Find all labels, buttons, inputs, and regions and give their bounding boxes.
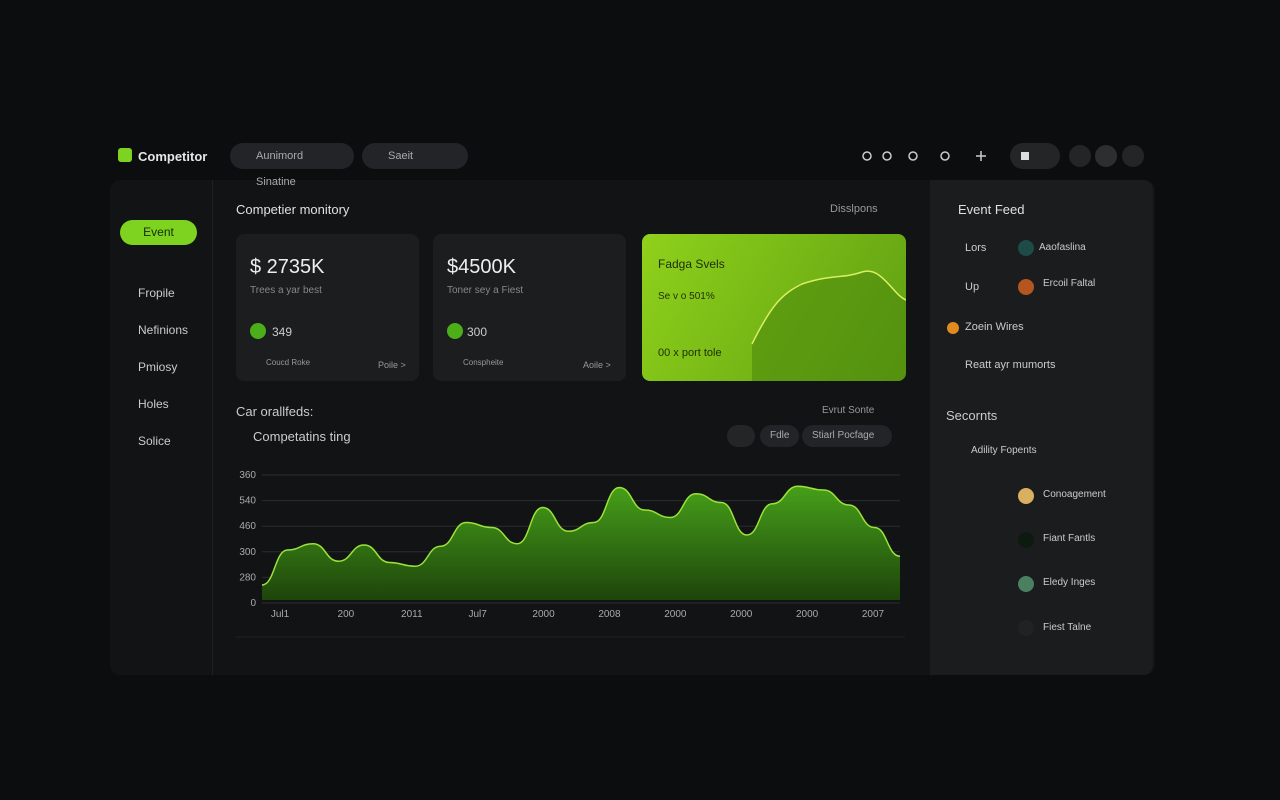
feed-row: Reatt ayr mumorts bbox=[965, 359, 1056, 371]
nav-item[interactable]: Holes bbox=[138, 397, 169, 411]
card-amount: $ 2735K bbox=[250, 256, 325, 278]
section-filter[interactable]: Evrut Sonte bbox=[822, 405, 875, 416]
nav-item[interactable]: Pmiosy bbox=[138, 360, 178, 374]
card-count: 349 bbox=[272, 325, 293, 339]
status-dot bbox=[250, 323, 266, 339]
avatar bbox=[1018, 279, 1034, 295]
main-title: Competier monitory bbox=[236, 202, 350, 217]
avatar bbox=[1018, 532, 1034, 548]
avatar bbox=[1018, 240, 1034, 256]
chart-button[interactable]: Stiarl Pocfage bbox=[802, 425, 893, 447]
nav-item[interactable]: Fropile bbox=[138, 286, 175, 300]
chart-button[interactable]: Fdle bbox=[760, 425, 800, 447]
avatar bbox=[1018, 576, 1034, 592]
card-link[interactable]: Poile > bbox=[378, 360, 406, 370]
chart-title: Competatins ting bbox=[253, 429, 351, 444]
card-sub: Toner sey a Fiest bbox=[447, 285, 524, 296]
card-count: 300 bbox=[467, 325, 488, 339]
feed-item: Fiant Fantls bbox=[1043, 533, 1096, 544]
highlight-title: Fadga Svels bbox=[658, 257, 725, 271]
avatar bbox=[1018, 488, 1034, 504]
brand: Competitor bbox=[138, 149, 208, 164]
highlight-wave bbox=[751, 270, 906, 381]
filter[interactable]: Disslpons bbox=[830, 203, 878, 215]
feed-tag: Ercoil Faltal bbox=[1043, 278, 1096, 289]
section-title: Car orallfeds: bbox=[236, 404, 314, 419]
card-link[interactable]: Aoile > bbox=[583, 360, 611, 370]
toolbar-icons bbox=[862, 143, 1144, 169]
feed-row: Up bbox=[965, 281, 980, 293]
highlight-line: Se v o 501% bbox=[658, 291, 715, 302]
feed-title: Event Feed bbox=[958, 202, 1025, 217]
card bbox=[433, 234, 626, 381]
avatar bbox=[947, 322, 959, 334]
card-sub: Trees a yar best bbox=[250, 285, 322, 296]
feed-row: Zoein Wires bbox=[965, 321, 1024, 333]
feed-item: Conoagement bbox=[1043, 489, 1106, 500]
feed-panel bbox=[930, 180, 1153, 675]
search[interactable]: Aunimord Sinatine bbox=[230, 143, 354, 188]
highlight-card bbox=[642, 234, 906, 381]
search[interactable]: Saeit bbox=[362, 143, 468, 169]
feed-row: Lors bbox=[965, 242, 987, 254]
highlight-line: 00 x port tole bbox=[658, 347, 722, 359]
nav-item[interactable]: Nefinions bbox=[138, 323, 189, 337]
sidebar bbox=[110, 180, 213, 675]
feed-item: Adility Fopents bbox=[971, 445, 1037, 456]
card bbox=[236, 234, 419, 381]
status-dot bbox=[447, 323, 463, 339]
card-amount: $4500K bbox=[447, 256, 516, 278]
card-user: Conspheite bbox=[463, 358, 504, 367]
chart-search[interactable] bbox=[727, 425, 755, 447]
avatar bbox=[1018, 620, 1034, 636]
logo bbox=[118, 148, 132, 162]
card-user: Coucd Roke bbox=[266, 358, 311, 367]
feed-item: Eledy Inges bbox=[1043, 577, 1096, 588]
nav-item[interactable]: Solice bbox=[138, 434, 171, 448]
feed-section: Secornts bbox=[946, 408, 998, 423]
nav-button[interactable]: Event bbox=[120, 220, 197, 245]
feed-tag: Aaofaslina bbox=[1039, 242, 1086, 253]
feed-item: Fiest Talne bbox=[1043, 622, 1092, 633]
